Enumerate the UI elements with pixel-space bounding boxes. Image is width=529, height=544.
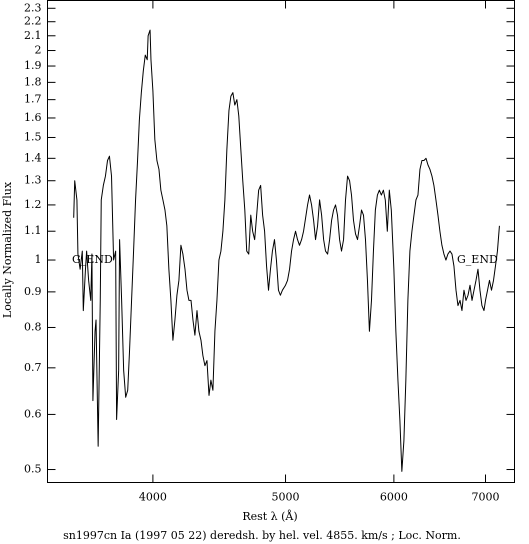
y-tick-label: 0.8 <box>24 320 42 333</box>
x-tick-label: 4000 <box>139 491 167 504</box>
x-axis-label: Rest λ (Å) <box>242 509 297 523</box>
y-tick-label: 0.5 <box>24 463 42 476</box>
plot-frame <box>47 0 515 483</box>
y-tick-label: 1.3 <box>24 174 42 187</box>
y-tick-label: 1.2 <box>24 198 42 211</box>
annotation: G_END <box>457 253 498 266</box>
y-tick-label: 0.7 <box>24 361 42 374</box>
chart-caption: sn1997cn Ia (1997 05 22) deredsh. by hel… <box>63 529 461 542</box>
y-tick-label: 1.4 <box>24 151 42 164</box>
y-tick-label: 0.9 <box>24 285 42 298</box>
y-tick-label: 1.1 <box>24 224 42 237</box>
x-tick-label: 7000 <box>472 491 500 504</box>
spectrum-line <box>73 29 500 472</box>
annotation: G_END <box>72 253 113 266</box>
y-tick-label: 2 <box>35 44 42 57</box>
y-tick-label: 1 <box>35 253 42 266</box>
y-tick-label: 2.2 <box>24 15 42 28</box>
y-tick-label: 2.1 <box>24 29 42 42</box>
y-tick-label: 1.9 <box>24 59 42 72</box>
y-tick-label: 1.5 <box>24 130 42 143</box>
y-tick-label: 0.6 <box>24 407 42 420</box>
y-tick-label: 1.6 <box>24 111 42 124</box>
x-tick-label: 5000 <box>272 491 300 504</box>
x-tick-label: 6000 <box>380 491 408 504</box>
y-tick-label: 1.7 <box>24 93 42 106</box>
y-tick-label: 1.8 <box>24 75 42 88</box>
y-tick-label: 2.3 <box>24 1 42 14</box>
y-axis-label: Locally Normalized Flux <box>1 181 14 318</box>
